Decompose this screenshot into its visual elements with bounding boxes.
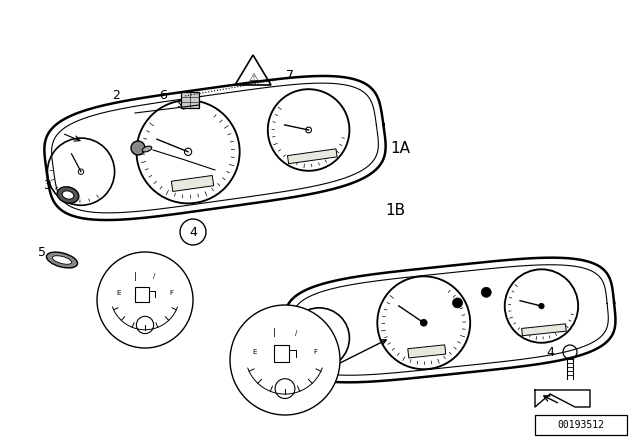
Text: |: | <box>134 271 137 280</box>
Polygon shape <box>522 324 566 336</box>
Ellipse shape <box>57 187 79 203</box>
Text: /: / <box>154 273 156 279</box>
Text: E: E <box>116 290 121 296</box>
Text: F: F <box>313 349 317 355</box>
Bar <box>136 287 149 302</box>
Circle shape <box>184 148 191 155</box>
Text: 1B: 1B <box>385 202 405 217</box>
Ellipse shape <box>142 146 152 152</box>
Ellipse shape <box>47 252 77 268</box>
Polygon shape <box>172 176 214 191</box>
Ellipse shape <box>52 256 72 264</box>
Circle shape <box>317 336 321 340</box>
Polygon shape <box>44 76 386 220</box>
Text: F: F <box>170 290 173 296</box>
Circle shape <box>78 169 84 174</box>
Bar <box>274 345 289 362</box>
Text: ⚠: ⚠ <box>248 73 258 83</box>
Text: 1A: 1A <box>390 141 410 155</box>
Text: 3: 3 <box>43 178 51 191</box>
Text: 2: 2 <box>112 89 120 102</box>
Ellipse shape <box>62 191 74 199</box>
Text: 7: 7 <box>286 69 294 82</box>
Polygon shape <box>285 258 616 382</box>
Text: 4: 4 <box>189 225 197 238</box>
Circle shape <box>131 141 145 155</box>
Circle shape <box>230 305 340 415</box>
Circle shape <box>420 319 427 326</box>
Text: 5: 5 <box>38 246 46 258</box>
Circle shape <box>481 287 492 297</box>
Text: 00193512: 00193512 <box>557 420 605 430</box>
Text: E: E <box>253 349 257 355</box>
Bar <box>535 415 627 435</box>
Circle shape <box>452 298 463 308</box>
Polygon shape <box>287 149 337 164</box>
Polygon shape <box>408 345 445 358</box>
Text: |: | <box>273 328 275 337</box>
Circle shape <box>306 127 312 133</box>
Text: /: / <box>295 329 297 336</box>
Circle shape <box>97 252 193 348</box>
Circle shape <box>539 303 544 309</box>
Text: 4: 4 <box>546 345 554 358</box>
Text: 6: 6 <box>159 89 167 102</box>
Bar <box>181 92 199 108</box>
